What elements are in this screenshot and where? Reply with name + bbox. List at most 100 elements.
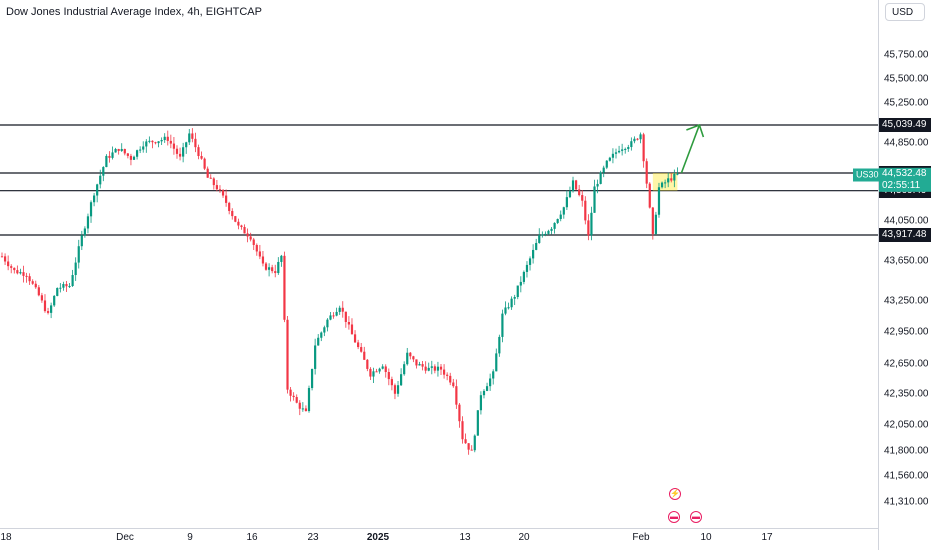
candle-body <box>479 395 483 411</box>
candle-body <box>335 311 338 316</box>
candle-body <box>446 374 449 376</box>
candle-body <box>350 324 354 335</box>
candle-body <box>400 374 403 386</box>
candle-body <box>504 307 507 314</box>
candle-body <box>283 255 286 320</box>
candle-body <box>412 356 415 360</box>
candle-body <box>74 262 77 276</box>
candle-body <box>651 207 654 234</box>
candle-body <box>393 385 397 394</box>
candle-body <box>482 390 486 396</box>
candle-body <box>145 141 148 147</box>
candle-body <box>154 142 157 144</box>
candle-body <box>369 368 372 377</box>
candle-body <box>366 359 369 369</box>
level-price-tag: 43,917.48 <box>879 228 931 242</box>
candle-body <box>390 379 393 386</box>
candle-body <box>409 352 412 357</box>
candle-body <box>3 256 7 262</box>
candle-body <box>528 258 532 265</box>
candle-body <box>277 261 280 274</box>
price-axis[interactable] <box>878 0 932 550</box>
candle-body <box>50 305 53 313</box>
candle-body <box>16 270 19 274</box>
candle-body <box>587 220 590 236</box>
candle-body <box>25 275 28 277</box>
candle-body <box>664 182 667 184</box>
time-tick-label: 20 <box>518 532 530 543</box>
candle-body <box>13 267 16 271</box>
candle-body <box>403 364 406 375</box>
price-plot[interactable] <box>0 0 878 528</box>
candle-body <box>384 366 387 373</box>
currency-selector[interactable]: USD <box>885 3 925 21</box>
candle-body <box>501 313 504 337</box>
candle-body <box>53 295 56 306</box>
candle-body <box>387 372 390 380</box>
candle-body <box>449 375 452 383</box>
price-tick-label: 42,950.00 <box>884 326 929 338</box>
candle-body <box>255 244 258 252</box>
candle-body <box>648 183 651 208</box>
candle-body <box>264 263 268 270</box>
candle-body <box>476 410 479 436</box>
us-flag-event-icon[interactable]: ▬ <box>668 511 680 523</box>
candle-body <box>286 319 289 390</box>
candle-body <box>304 408 308 412</box>
price-tick-label: 43,250.00 <box>884 295 929 307</box>
chart-title: Dow Jones Industrial Average Index, 4h, … <box>6 6 262 18</box>
candle-body <box>636 138 639 140</box>
candle-body <box>68 286 71 288</box>
candle-body <box>633 138 636 142</box>
candle-body <box>172 143 176 149</box>
candle-body <box>670 178 673 181</box>
time-tick-label: 16 <box>246 532 258 543</box>
candle-body <box>357 342 360 348</box>
candle-body <box>65 284 68 287</box>
candle-body <box>310 368 314 389</box>
price-tick-label: 42,650.00 <box>884 358 929 370</box>
candle-body <box>301 408 304 410</box>
candle-body <box>37 287 40 296</box>
candle-body <box>473 435 476 451</box>
candle-body <box>197 147 200 157</box>
candle-body <box>378 368 381 372</box>
candle-body <box>341 307 344 312</box>
candle-body <box>565 197 568 208</box>
candle-body <box>46 311 50 313</box>
candle-body <box>0 256 4 258</box>
candle-body <box>209 177 212 179</box>
dividend-flash-icon[interactable]: ⚡ <box>669 488 681 500</box>
candle-body <box>188 133 191 143</box>
time-axis[interactable] <box>0 528 878 551</box>
candle-body <box>624 148 627 150</box>
candle-body <box>436 366 440 371</box>
candle-body <box>317 337 320 346</box>
candle-body <box>166 136 169 141</box>
time-tick-label: 17 <box>761 532 773 543</box>
candle-body <box>571 180 575 191</box>
candle-body <box>630 141 633 148</box>
candle-body <box>142 146 145 150</box>
candle-body <box>593 186 596 213</box>
candle-body <box>108 155 111 158</box>
candle-body <box>200 156 203 159</box>
candle-body <box>516 285 519 298</box>
candle-body <box>323 327 326 333</box>
candlestick-chart[interactable] <box>0 0 878 528</box>
candle-body <box>599 172 602 184</box>
candle-body <box>602 167 605 173</box>
bar-countdown: 02:55:11 <box>882 179 921 191</box>
candle-body <box>7 261 10 267</box>
projection-arrow[interactable] <box>680 124 701 174</box>
candle-body <box>34 283 37 288</box>
candle-body <box>182 147 185 157</box>
candle-body <box>99 175 102 185</box>
candle-body <box>627 147 630 149</box>
candle-body <box>375 371 378 373</box>
candle-body <box>126 153 129 156</box>
candle-body <box>584 200 587 221</box>
candle-body <box>590 212 593 236</box>
candle-body <box>553 222 556 229</box>
us-flag-event-icon-2[interactable]: ▬ <box>690 511 702 523</box>
